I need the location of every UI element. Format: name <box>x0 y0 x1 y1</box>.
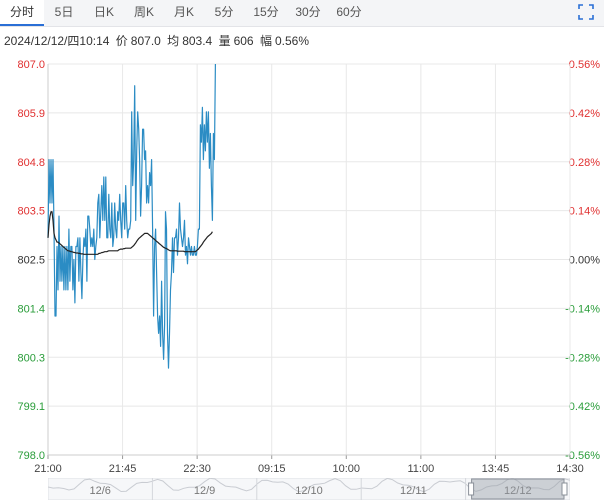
time-navigator[interactable]: 12/6 12/9 12/10 12/11 12/12 <box>48 478 570 500</box>
navigator-label: 12/11 <box>400 485 427 497</box>
y-right-tick-label: 0.42% <box>569 108 600 120</box>
fullscreen-icon[interactable] <box>578 4 594 20</box>
y-left-tick-label: 801.4 <box>17 303 45 315</box>
change-label: 幅 <box>259 34 272 48</box>
quote-datetime: 2024/12/12/四10:14 <box>4 34 110 48</box>
tab-2[interactable]: 日K <box>93 5 114 19</box>
y-right-tick-label: -0.14% <box>565 303 600 315</box>
avg-value: 803.4 <box>182 34 213 48</box>
tab-5[interactable]: 5分 <box>214 5 234 19</box>
intraday-chart[interactable]: 807.0 0.56% 805.9 0.42% 804.8 0.28% 803.5 0.14%… <box>0 52 604 476</box>
y-left-tick-label: 804.8 <box>17 157 45 169</box>
navigator-trend <box>152 478 258 492</box>
tab-6[interactable]: 15分 <box>253 5 279 19</box>
y-right-tick-label: -0.28% <box>565 352 600 364</box>
chart-tabs: 分时 5日 日K 周K 月K 5分 15分 30分 60分 <box>0 0 604 27</box>
tab-1[interactable]: 5日 <box>54 5 74 19</box>
series-line-price <box>47 63 216 369</box>
price-label: 价 <box>115 34 128 48</box>
change-value: 0.56% <box>274 34 309 48</box>
navigator-label: 12/6 <box>89 485 110 497</box>
tab-7[interactable]: 30分 <box>295 5 321 19</box>
y-left-tick-label: 807.0 <box>17 59 45 71</box>
tab-4[interactable]: 月K <box>173 5 194 19</box>
y-left-tick-label: 800.3 <box>17 352 45 364</box>
x-tick-label: 13:45 <box>482 463 510 475</box>
x-tick-label: 22:30 <box>183 463 211 475</box>
y-left-tick-label: 803.5 <box>17 206 45 218</box>
x-tick-label: 09:15 <box>258 463 286 475</box>
y-right-tick-label: -0.56% <box>565 450 600 462</box>
y-left-tick-label: 802.5 <box>17 255 45 267</box>
tab-8[interactable]: 60分 <box>336 5 362 19</box>
y-right-tick-label: 0.14% <box>569 206 600 218</box>
y-left-tick-label: 805.9 <box>17 108 45 120</box>
navigator-trend <box>256 478 362 493</box>
price-value: 807.0 <box>130 34 161 48</box>
navigator-trend <box>465 478 570 492</box>
avg-label: 均 <box>167 34 180 48</box>
volume-value: 606 <box>233 34 254 48</box>
tab-0[interactable]: 分时 <box>0 0 44 26</box>
y-right-tick-label: 0.56% <box>569 59 600 71</box>
navigator-label: 12/12 <box>504 485 532 497</box>
x-tick-label: 10:00 <box>333 463 361 475</box>
y-right-tick-label: 0.42% <box>569 401 600 413</box>
navigator-label: 12/9 <box>194 485 215 497</box>
x-tick-label: 21:00 <box>34 463 62 475</box>
navigator-trend <box>361 478 466 493</box>
x-tick-label: 14:30 <box>556 463 584 475</box>
navigator-trend <box>48 478 153 493</box>
navigator-label: 12/10 <box>295 485 323 497</box>
x-tick-label: 11:00 <box>407 463 434 475</box>
y-right-tick-label: 0.00% <box>569 255 600 267</box>
navigator-left-handle[interactable] <box>468 482 475 496</box>
series-line-avg <box>47 211 213 255</box>
y-right-tick-label: 0.28% <box>569 157 600 169</box>
y-left-tick-label: 799.1 <box>17 401 45 413</box>
navigator-right-handle[interactable] <box>561 482 568 496</box>
y-left-tick-label: 798.0 <box>17 450 45 462</box>
navigator-track <box>48 478 570 500</box>
tab-3[interactable]: 周K <box>133 5 154 19</box>
quote-info-bar: 2024/12/12/四10:14 价 807.0 均 803.4 量 606 幅 0.… <box>4 32 312 49</box>
volume-label: 量 <box>218 34 231 48</box>
x-tick-label: 21:45 <box>109 463 137 475</box>
navigator-selection-window[interactable] <box>471 478 565 500</box>
